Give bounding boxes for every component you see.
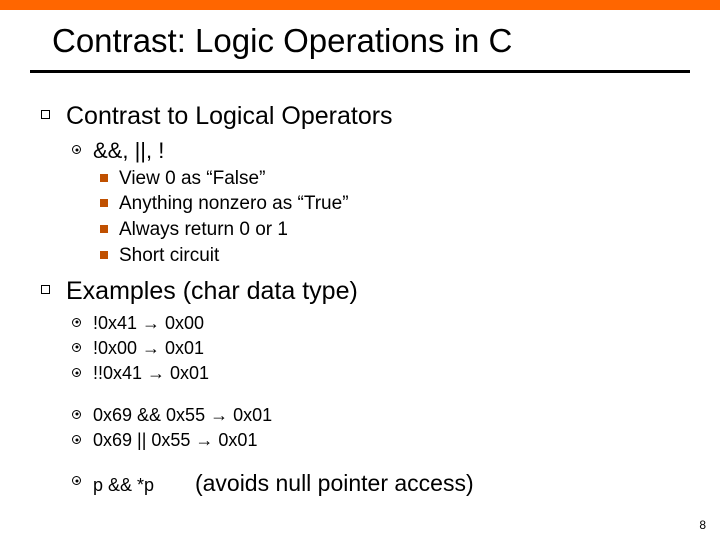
example-item: 0x69 && 0x55 → 0x01 [66, 404, 680, 427]
example-text: !0x41 → 0x00 [93, 312, 680, 335]
example-item: 0x69 || 0x55 → 0x01 [66, 429, 680, 452]
spacer [66, 454, 680, 468]
section-heading: Examples (char data type) [66, 276, 680, 306]
ring-bullet-icon [72, 343, 81, 352]
list-item-text: Anything nonzero as “True” [119, 192, 680, 216]
section-heading-text: Examples (char data type) [66, 276, 680, 306]
section-heading-text: Contrast to Logical Operators [66, 101, 680, 131]
sub-point: &&, ||, ! [66, 137, 680, 165]
example-text: 0x69 && 0x55 → 0x01 [93, 404, 680, 427]
ring-bullet-icon [72, 368, 81, 377]
section-heading: Contrast to Logical Operators [66, 101, 680, 131]
example-note: (avoids null pointer access) [195, 470, 474, 496]
example-text: !0x00 → 0x01 [93, 337, 680, 360]
example-expr: p && *p [93, 475, 154, 495]
list-item: Anything nonzero as “True” [66, 192, 680, 216]
square-fill-bullet-icon [100, 174, 108, 182]
slide-title: Contrast: Logic Operations in C [0, 10, 720, 70]
example-item: !0x41 → 0x00 [66, 312, 680, 335]
slide-body: Contrast to Logical Operators &&, ||, ! … [0, 73, 720, 498]
example-item: !!0x41 → 0x01 [66, 362, 680, 385]
accent-bar [0, 0, 720, 10]
example-text: !!0x41 → 0x01 [93, 362, 680, 385]
list-item-text: View 0 as “False” [119, 167, 680, 191]
square-fill-bullet-icon [100, 199, 108, 207]
example-item: p && *p (avoids null pointer access) [66, 470, 680, 497]
spacer [66, 388, 680, 402]
square-open-bullet-icon [41, 110, 50, 119]
list-item-text: Always return 0 or 1 [119, 218, 680, 242]
square-fill-bullet-icon [100, 225, 108, 233]
ring-bullet-icon [72, 476, 81, 485]
square-fill-bullet-icon [100, 251, 108, 259]
list-item: Short circuit [66, 244, 680, 268]
ring-bullet-icon [72, 410, 81, 419]
sub-point-text: &&, ||, ! [93, 137, 680, 165]
slide: Contrast: Logic Operations in C Contrast… [0, 0, 720, 540]
square-open-bullet-icon [41, 285, 50, 294]
example-item: !0x00 → 0x01 [66, 337, 680, 360]
ring-bullet-icon [72, 145, 81, 154]
list-item-text: Short circuit [119, 244, 680, 268]
example-text: 0x69 || 0x55 → 0x01 [93, 429, 680, 452]
list-item: Always return 0 or 1 [66, 218, 680, 242]
page-number: 8 [699, 518, 706, 532]
ring-bullet-icon [72, 435, 81, 444]
list-item: View 0 as “False” [66, 167, 680, 191]
ring-bullet-icon [72, 318, 81, 327]
example-text-wrap: p && *p (avoids null pointer access) [93, 470, 680, 497]
